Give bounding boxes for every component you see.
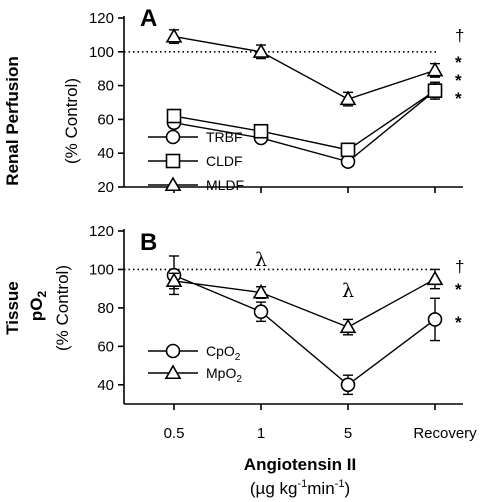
panel-a-significance-marker: *: [455, 53, 462, 72]
x-axis: 0.5 1 5 Recovery: [164, 425, 478, 442]
panel-b-axes: 40 60 80 100 120: [89, 223, 463, 410]
panel-b-y-tick-label: 100: [89, 261, 114, 278]
data-point: [339, 90, 357, 106]
panel-b: B Tissue pO2 (% Control) 40 60 80 100 120 Cp…: [3, 223, 464, 410]
panel-a: A Renal Perfusion (% Control) 20 40 60 80 10…: [3, 5, 464, 196]
panel-b-legend-item: CpO2: [148, 343, 241, 363]
panel-b-ylabel-unit: (% Control): [53, 265, 72, 351]
x-axis-unit: (µg kg-1min-1): [250, 478, 350, 498]
data-point: [340, 377, 356, 393]
legend-label: CpO2: [206, 343, 241, 363]
legend-label: TRBF: [206, 129, 243, 145]
panel-a-y-tick-label: 120: [89, 10, 114, 27]
series-line: [173, 90, 436, 151]
panel-b-series-0: [166, 255, 443, 396]
data-point: [253, 123, 269, 139]
panel-b-significance: † * *: [455, 257, 464, 332]
x-tick-label: 0.5: [164, 425, 185, 442]
series-line: [173, 274, 436, 386]
panel-a-legend-item: TRBF: [148, 129, 243, 145]
panel-b-annotation: λ: [255, 249, 267, 271]
panel-b-significance-marker: *: [455, 313, 462, 332]
panel-b-y-tick-label: 120: [89, 223, 114, 240]
data-point: [340, 142, 356, 158]
legend-marker: [165, 153, 181, 169]
panel-a-significance-marker: *: [455, 89, 462, 108]
panel-a-data: [165, 27, 444, 169]
panel-a-significance-marker: *: [455, 71, 462, 90]
legend-label: MLDF: [206, 177, 244, 193]
panel-b-legend-item: MpO2: [148, 364, 242, 385]
panel-a-legend-item: MLDF: [148, 176, 244, 193]
x-tick-label: Recovery: [413, 425, 477, 442]
panel-b-data: [165, 255, 444, 396]
panel-a-series-2: [165, 27, 444, 107]
data-point: [426, 270, 444, 286]
panel-b-ylabel-2: pO2: [27, 291, 49, 322]
data-point: [253, 304, 269, 320]
panel-a-series-1: [166, 81, 443, 158]
data-point: [427, 83, 443, 98]
panel-a-significance-marker: †: [455, 26, 464, 45]
panel-a-significance: †***: [455, 26, 464, 108]
panel-a-ylabel-unit: (% Control): [62, 78, 81, 164]
panel-a-legend: TRBF CLDF MLDF: [148, 129, 244, 193]
panel-a-y-tick-label: 60: [97, 111, 114, 128]
series-line: [173, 35, 436, 100]
panel-b-ylabel: Tissue: [3, 281, 22, 335]
series-line: [173, 90, 436, 163]
panel-b-series-1: [165, 268, 444, 336]
legend-marker: [164, 176, 182, 192]
panel-b-annotation: λ: [342, 280, 354, 302]
legend-marker: [165, 343, 181, 359]
panel-b-y-tick-label: 80: [97, 300, 114, 317]
panel-a-y-tick-label: 100: [89, 44, 114, 61]
legend-label: CLDF: [206, 153, 243, 169]
panel-a-ylabel: Renal Perfusion: [3, 56, 22, 185]
legend-label: MpO2: [206, 365, 242, 385]
panel-a-y-tick-label: 40: [97, 145, 114, 162]
panel-a-y-tick-label: 80: [97, 78, 114, 95]
data-point: [165, 272, 183, 288]
panel-b-y-tick-label: 60: [97, 338, 114, 355]
panel-a-y-tick-label: 20: [97, 179, 114, 196]
data-point: [252, 283, 270, 299]
panel-a-letter: A: [140, 5, 157, 32]
data-point: [339, 318, 357, 334]
data-point: [252, 43, 270, 58]
series-line: [173, 278, 436, 328]
x-tick-label: 5: [344, 425, 352, 442]
x-axis-label: Angiotensin II: [244, 455, 356, 474]
data-point: [427, 312, 443, 327]
panel-b-y-tick-label: 40: [97, 377, 114, 394]
legend-marker: [165, 129, 181, 145]
panel-a-axes: 20 40 60 80 100 120: [89, 10, 463, 196]
panel-b-letter: B: [140, 229, 157, 256]
panel-a-legend-item: CLDF: [148, 153, 243, 169]
legend-marker: [164, 364, 182, 380]
data-point: [426, 61, 444, 77]
x-tick-label: 1: [257, 425, 265, 442]
panel-b-significance-marker: *: [455, 280, 462, 299]
data-point: [166, 108, 182, 124]
data-point: [165, 27, 183, 43]
panel-b-significance-marker: †: [455, 257, 464, 276]
panel-b-annotations: λλ: [255, 249, 354, 302]
